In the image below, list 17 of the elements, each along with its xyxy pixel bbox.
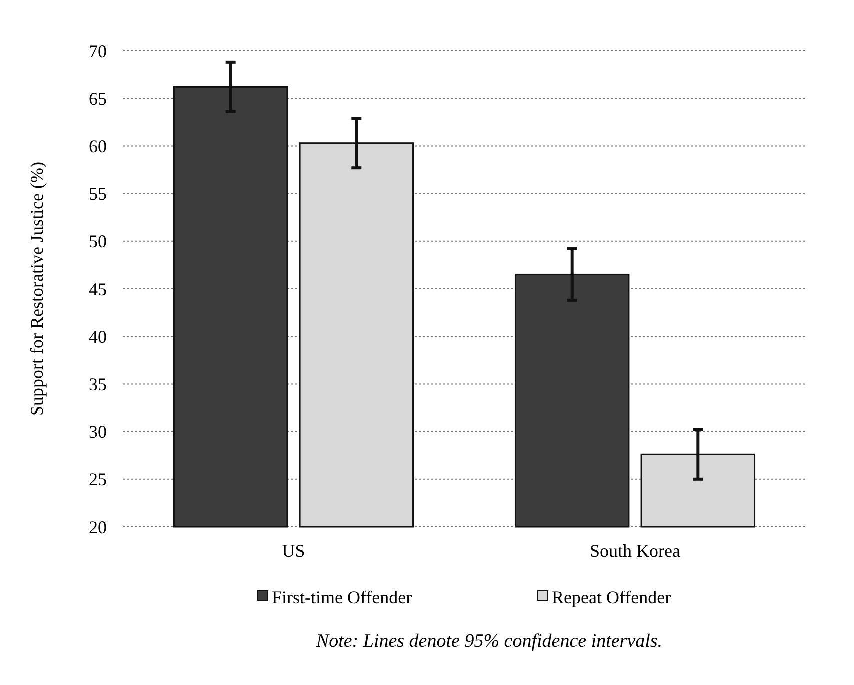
y-tick-label: 55 [89,184,107,204]
y-tick-label: 45 [89,279,107,300]
x-tick-label: US [282,541,306,561]
legend-label: First-time Offender [272,587,412,608]
legend-label: Repeat Offender [552,587,672,608]
y-tick-label: 70 [89,41,107,62]
y-tick-label: 25 [89,470,107,490]
y-tick-label: 20 [89,517,107,538]
y-tick-label: 60 [89,136,107,156]
y-tick-label: 40 [89,326,107,347]
y-tick-label: 35 [89,374,107,394]
y-tick-label: 30 [89,422,107,442]
y-tick-label: 50 [89,232,107,252]
text: Note: Lines denote 95% confidence intervals. [315,631,663,652]
y-axis-title: Support for Restorative Justice (%) [27,162,47,416]
x-tick-label: South Korea [590,541,680,561]
y-tick-label: 65 [89,88,107,109]
